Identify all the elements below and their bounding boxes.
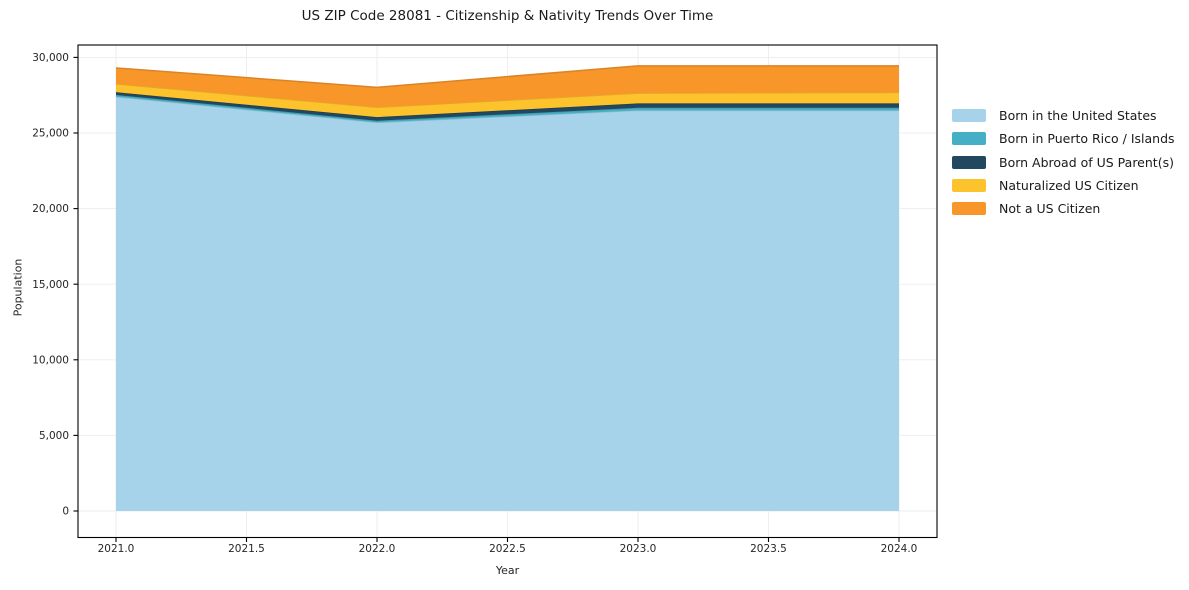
- legend-label: Born in the United States: [999, 108, 1157, 124]
- tick-labels: 2021.0 2021.5 2022.0 2022.5 2023.0 2023.5 2024…: [32, 52, 917, 555]
- x-axis-label: Year: [495, 564, 520, 577]
- x-tick-label: 2022.0: [359, 543, 396, 555]
- chart-title: US ZIP Code 28081 - Citizenship & Nativi…: [301, 8, 714, 24]
- legend-item: Not a US Citizen: [952, 197, 1175, 220]
- x-tick-label: 2022.5: [489, 543, 526, 555]
- x-tick-label: 2024.0: [881, 543, 918, 555]
- legend-swatch-icon: [952, 155, 986, 169]
- y-tick-label: 0: [62, 506, 69, 518]
- legend-label: Not a US Citizen: [999, 201, 1101, 217]
- legend-label: Born Abroad of US Parent(s): [999, 154, 1174, 170]
- y-tick-label: 25,000: [32, 128, 69, 140]
- legend: Born in the United States Born in Puerto …: [952, 104, 1175, 220]
- area-series-0: [116, 96, 899, 511]
- legend-swatch-icon: [952, 179, 986, 193]
- y-tick-label: 20,000: [32, 203, 69, 215]
- legend-swatch-icon: [952, 109, 986, 123]
- y-tick-label: 5,000: [39, 430, 69, 442]
- legend-label: Born in Puerto Rico / Islands: [999, 131, 1175, 147]
- y-axis-label: Population: [11, 258, 25, 317]
- x-tick-label: 2023.5: [750, 543, 787, 555]
- legend-label: Naturalized US Citizen: [999, 178, 1139, 194]
- legend-swatch-icon: [952, 202, 986, 216]
- x-tick-label: 2021.5: [228, 543, 265, 555]
- y-tick-label: 30,000: [32, 52, 69, 64]
- area-series-1: [116, 94, 899, 123]
- x-tick-label: 2023.0: [620, 543, 657, 555]
- x-tick-label: 2021.0: [98, 543, 135, 555]
- area-series-4: [116, 65, 899, 108]
- area-series-4-edge: [115, 65, 899, 89]
- y-tick-label: 15,000: [32, 279, 69, 291]
- axis-ticks: [73, 56, 900, 542]
- legend-item: Born in the United States: [952, 104, 1175, 127]
- stacked-areas: [115, 65, 900, 511]
- legend-swatch-icon: [952, 132, 986, 146]
- area-series-2: [116, 92, 899, 121]
- legend-item: Born in Puerto Rico / Islands: [952, 127, 1175, 150]
- y-tick-label: 10,000: [32, 354, 69, 366]
- legend-item: Born Abroad of US Parent(s): [952, 151, 1175, 174]
- legend-item: Naturalized US Citizen: [952, 174, 1175, 197]
